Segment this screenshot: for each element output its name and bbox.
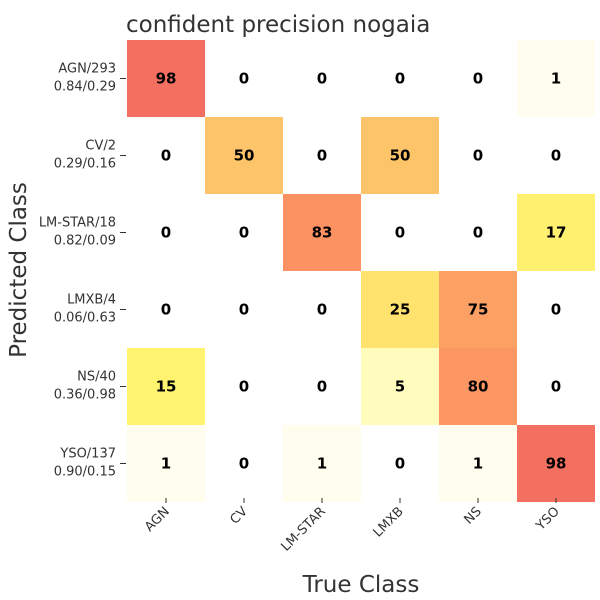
row-label-name: LM-STAR/18 [39,216,116,231]
cell-value-label: 0 [239,224,249,242]
row-label-stats: 0.36/0.98 [54,388,116,403]
heatmap-cell [127,40,205,117]
cell-value-label: 25 [390,301,411,319]
cell-value-label: 0 [161,147,171,165]
heatmap-cell [439,271,517,348]
row-label-name: LMXB/4 [67,293,116,308]
column-label: NS [462,504,485,527]
cell-value-label: 98 [546,455,567,473]
heatmap-cell [517,40,595,117]
heatmap-cell [439,425,517,502]
cell-value-label: 0 [239,70,249,88]
row-label-name: YSO/137 [59,447,116,462]
row-label-stats: 0.84/0.29 [54,80,116,95]
cell-value-label: 0 [395,455,405,473]
x-axis-title: True Class [302,572,420,598]
chart-title: confident precision nogaia [126,12,430,38]
cell-value-label: 0 [473,147,483,165]
cell-value-label: 1 [551,70,561,88]
cell-value-label: 0 [473,70,483,88]
heatmap-cell [517,425,595,502]
column-label: YSO [533,504,563,534]
cell-value-label: 0 [161,301,171,319]
cell-value-label: 17 [546,224,567,242]
heatmap-cells: 98 0 0 0 0 1 0 50 0 50 0 0 0 0 83 0 0 17 0 0 0 25 75 0 15 0 0 5 80 0 1… [127,40,595,502]
cell-value-label: 50 [234,147,255,165]
cell-value-label: 0 [161,224,171,242]
cell-value-label: 1 [473,455,483,473]
heatmap-cell [361,271,439,348]
cell-value-label: 1 [317,455,327,473]
cell-value-label: 75 [468,301,489,319]
cell-value-label: 1 [161,455,171,473]
heatmap-cell [361,348,439,425]
cell-value-label: 0 [551,378,561,396]
cell-value-label: 0 [239,301,249,319]
heatmap-cell [205,117,283,194]
heatmap-cell [283,194,361,271]
row-label-stats: 0.82/0.09 [54,234,116,249]
heatmap-cell [361,117,439,194]
row-label-stats: 0.29/0.16 [54,157,116,172]
cell-value-label: 0 [317,378,327,396]
y-axis-title: Predicted Class [6,182,32,358]
cell-value-label: 5 [395,378,405,396]
heatmap-cell [439,348,517,425]
cell-value-label: 98 [156,70,177,88]
cell-value-label: 15 [156,378,177,396]
cell-value-label: 0 [239,378,249,396]
row-label-stats: 0.06/0.63 [54,311,116,326]
heatmap-cell [517,194,595,271]
cell-value-label: 80 [468,378,489,396]
row-label-name: NS/40 [77,370,116,385]
row-label-stats: 0.90/0.15 [54,465,116,480]
heatmap-cell [127,348,205,425]
cell-value-label: 0 [317,147,327,165]
cell-value-label: 83 [312,224,333,242]
heatmap-cell [283,425,361,502]
cell-value-label: 0 [473,224,483,242]
heatmap-cell [127,425,205,502]
column-label: AGN [142,504,173,535]
row-labels: AGN/293 0.84/0.29 CV/2 0.29/0.16 LM-STAR/18 0… [39,62,126,480]
cell-value-label: 0 [395,224,405,242]
row-label-name: AGN/293 [58,62,116,77]
cell-value-label: 0 [317,70,327,88]
cell-value-label: 0 [551,147,561,165]
column-label: CV [228,504,251,527]
row-label-name: CV/2 [85,139,116,154]
cell-value-label: 50 [390,147,411,165]
cell-value-label: 0 [317,301,327,319]
column-label: LM-STAR [278,504,328,554]
cell-value-label: 0 [239,455,249,473]
cell-value-label: 0 [551,301,561,319]
column-labels: AGN CV LM-STAR LMXB NS YSO [142,498,563,555]
column-label: LMXB [371,504,407,540]
cell-value-label: 0 [395,70,405,88]
